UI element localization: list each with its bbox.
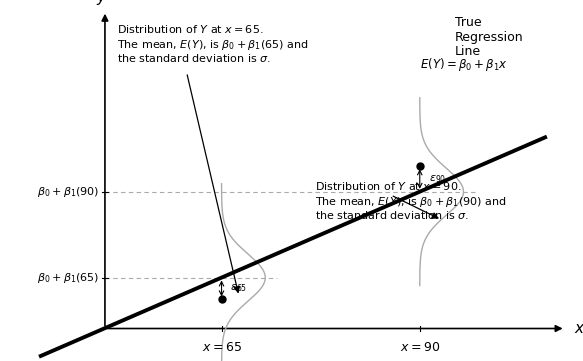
Text: the standard deviation is $\sigma.$: the standard deviation is $\sigma.$ [117,52,271,64]
Text: $E(Y) = \beta_0 + \beta_1 x$: $E(Y) = \beta_0 + \beta_1 x$ [420,56,508,74]
Text: True: True [455,16,482,29]
Text: Distribution of $Y$ at $x = 65.$: Distribution of $Y$ at $x = 65.$ [117,23,263,35]
Text: The mean, $E(Y)$, is $\beta_0 + \beta_1(90)$ and: The mean, $E(Y)$, is $\beta_0 + \beta_1(… [315,195,507,209]
Text: $y$: $y$ [96,0,108,7]
Text: $\varepsilon_{90}$: $\varepsilon_{90}$ [429,173,446,185]
Text: Line: Line [455,45,481,58]
Text: $x$: $x$ [574,321,583,336]
Text: Distribution of $Y$ at $x = 90.$: Distribution of $Y$ at $x = 90.$ [315,180,461,192]
Text: $\varepsilon_{65}$: $\varepsilon_{65}$ [230,283,248,294]
Text: the standard deviation is $\sigma.$: the standard deviation is $\sigma.$ [315,209,469,221]
Text: $\beta_0 + \beta_1(90)$: $\beta_0 + \beta_1(90)$ [37,185,99,199]
Text: $x = 65$: $x = 65$ [202,341,241,354]
Text: The mean, $E(Y)$, is $\beta_0 + \beta_1(65)$ and: The mean, $E(Y)$, is $\beta_0 + \beta_1(… [117,38,308,52]
Text: $x = 90$: $x = 90$ [400,341,440,354]
Text: Regression: Regression [455,31,524,44]
Text: $\beta_0 + \beta_1(65)$: $\beta_0 + \beta_1(65)$ [37,271,99,284]
